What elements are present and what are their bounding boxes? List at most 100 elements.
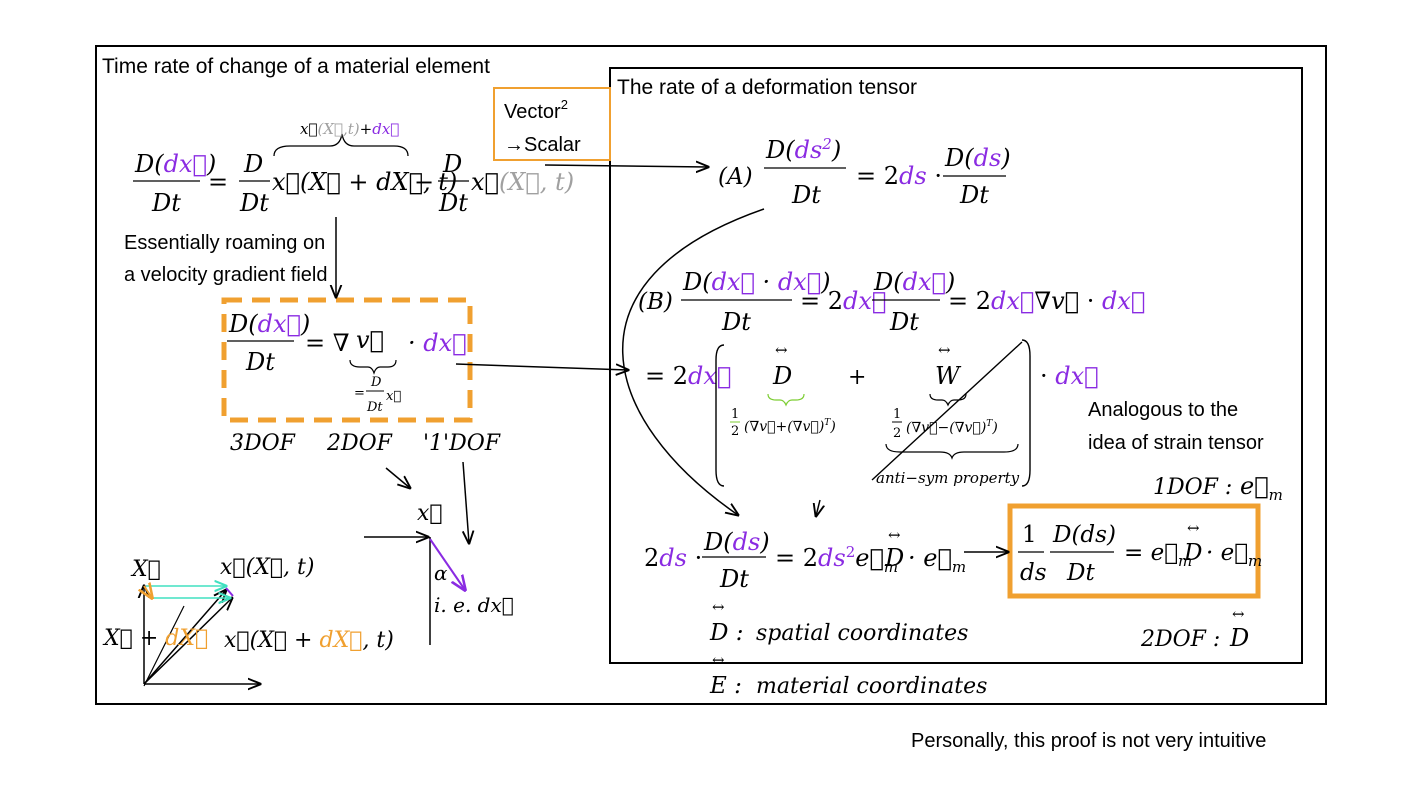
svg-text:2: 2 [731, 424, 739, 439]
svg-text:(A): (A) [718, 164, 753, 190]
svg-text:(∇v⃗+(∇v⃗)T): (∇v⃗+(∇v⃗)T) [744, 418, 836, 435]
equation-b-decomposition: = 2dx⃗ ↔ D 1 2 (∇v⃗+(∇v⃗)T) + ↔ W 1 2 (∇… [645, 339, 1099, 487]
equation-c: 2ds · D(ds) Dt = 2ds2e⃗m ↔ D · e⃗m [644, 526, 966, 593]
right-panel-frame [609, 67, 1303, 664]
svg-text:D(ds): D(ds) [944, 144, 1011, 172]
svg-text:D(ds2): D(ds2) [765, 135, 841, 164]
svg-text:=: = [354, 386, 365, 401]
svg-text:Dt: Dt [438, 189, 468, 217]
svg-text:D(dx⃗ · dx⃗): D(dx⃗ · dx⃗) [682, 268, 831, 296]
svg-text:α: α [434, 561, 448, 585]
dof-two: 2DOF [326, 431, 393, 456]
outer-frame [95, 45, 1327, 705]
svg-text:= 2ds2e⃗m: = 2ds2e⃗m [775, 543, 898, 576]
svg-text:D: D [884, 544, 904, 572]
svg-text:spatial coordinates: spatial coordinates [756, 621, 968, 646]
svg-text:2: 2 [893, 426, 901, 441]
svg-text:Dt: Dt [151, 189, 181, 217]
svg-text:2DOF :: 2DOF : [1140, 627, 1220, 652]
equation-result: 1 ds D(ds) Dt = e⃗m ↔ D · e⃗m [1018, 519, 1262, 586]
svg-text:Dt: Dt [791, 181, 821, 209]
svg-text:· e⃗m: · e⃗m [908, 544, 966, 576]
svg-text:Dt: Dt [719, 565, 749, 593]
svg-text:D(ds): D(ds) [703, 528, 770, 556]
svg-text:· e⃗m: · e⃗m [1206, 540, 1262, 570]
velocity-sketch: x⃗ α i. e. dx⃗ [364, 501, 514, 645]
svg-text:↔: ↔ [888, 526, 901, 544]
svg-text:1: 1 [893, 407, 901, 422]
vector-label: Vector2 [504, 97, 568, 123]
svg-text:= ∇: = ∇ [305, 329, 350, 357]
svg-text:1: 1 [1022, 522, 1037, 548]
result-box [1007, 503, 1261, 599]
svg-text:anti−sym property: anti−sym property [876, 469, 1020, 487]
svg-text:Dt: Dt [959, 181, 989, 209]
svg-text:x⃗(X⃗, t): x⃗(X⃗, t) [220, 555, 314, 580]
svg-text:D(ds): D(ds) [1052, 522, 1116, 548]
svg-text:· dx⃗: · dx⃗ [1040, 362, 1099, 390]
scalar-label: →Scalar [504, 134, 581, 156]
note-line-1: Essentially roaming on [124, 232, 325, 254]
svg-text:D: D [243, 150, 263, 178]
dof2-annotation: 2DOF : ↔ D [1140, 605, 1249, 652]
dof-three: 3DOF [230, 431, 296, 456]
svg-text:=: = [208, 168, 228, 196]
svg-text:D(dx⃗): D(dx⃗) [873, 268, 955, 296]
svg-text:−: − [414, 168, 434, 196]
equation-a: (A) D(ds2) Dt = 2ds · D(ds) Dt [718, 135, 1011, 209]
svg-text:W: W [935, 362, 962, 390]
svg-text:Dt: Dt [721, 308, 751, 336]
svg-text:D: D [1183, 540, 1202, 566]
dof-one: '1'DOF [423, 431, 501, 456]
equation-velocity-gradient: D(dx⃗) Dt = ∇ v⃗ = D Dt x⃗ · dx⃗ [227, 310, 467, 415]
svg-text:Dt: Dt [245, 348, 275, 376]
svg-text:X⃗: X⃗ [130, 557, 161, 582]
analogy-line-2: idea of strain tensor [1088, 432, 1264, 454]
svg-text:X⃗ + dX⃗: X⃗ + dX⃗ [102, 626, 208, 651]
svg-text:x⃗(X⃗ + dX⃗, t): x⃗(X⃗ + dX⃗, t) [272, 168, 457, 196]
svg-text:material coordinates: material coordinates [756, 674, 987, 699]
svg-text:D: D [442, 150, 462, 178]
svg-text:2ds ·: 2ds · [644, 544, 702, 572]
svg-text:↔: ↔ [775, 341, 788, 359]
svg-text:D(dx⃗): D(dx⃗) [134, 150, 216, 178]
svg-text:+: + [848, 365, 866, 390]
svg-text:= e⃗m: = e⃗m [1124, 540, 1192, 570]
dof1-annotation: 1DOF : e⃗m [1153, 472, 1283, 504]
svg-text:↔: ↔ [1232, 605, 1245, 623]
svg-text:(B): (B) [638, 289, 673, 315]
svg-text:D: D [1229, 624, 1249, 652]
svg-text:↔: ↔ [712, 598, 725, 616]
right-panel-title: The rate of a deformation tensor [617, 76, 917, 99]
svg-text:= 2ds ·: = 2ds · [856, 162, 942, 190]
svg-text:Dt: Dt [366, 400, 383, 415]
svg-text:ds: ds [1020, 560, 1047, 586]
svg-text:e⃗m: e⃗m [1240, 472, 1283, 504]
svg-text:= 2dx⃗: = 2dx⃗ [645, 362, 731, 390]
svg-text:= 2dx⃗: = 2dx⃗ [800, 287, 886, 315]
svg-text:x⃗: x⃗ [417, 501, 443, 526]
svg-text:↔: ↔ [938, 341, 951, 359]
svg-text:= 2dx⃗∇v⃗ · dx⃗: = 2dx⃗∇v⃗ · dx⃗ [948, 287, 1145, 315]
svg-text:E :: E : [709, 673, 742, 699]
svg-text:↔: ↔ [712, 651, 725, 669]
svg-text:Dt: Dt [239, 189, 269, 217]
svg-text:x⃗: x⃗ [386, 389, 401, 404]
velocity-gradient-box [221, 297, 473, 423]
left-panel-title: Time rate of change of a material elemen… [102, 55, 490, 78]
note-line-2: a velocity gradient field [124, 264, 327, 286]
analogy-line-1: Analogous to the [1088, 399, 1238, 421]
svg-text:1: 1 [731, 407, 739, 422]
svg-text:x⃗(X⃗,t)+dx⃗: x⃗(X⃗,t)+dx⃗ [300, 120, 399, 138]
svg-text:· dx⃗: · dx⃗ [408, 329, 467, 357]
svg-text:(∇v⃗−(∇v⃗)T): (∇v⃗−(∇v⃗)T) [906, 419, 998, 436]
connector-arrows [336, 165, 1008, 552]
svg-text:D :: D : [709, 620, 744, 646]
svg-text:D(dx⃗): D(dx⃗) [228, 310, 310, 338]
vector-scalar-box [493, 87, 611, 161]
svg-text:D: D [772, 362, 792, 390]
svg-text:D: D [370, 375, 382, 390]
svg-text:Dt: Dt [889, 308, 919, 336]
